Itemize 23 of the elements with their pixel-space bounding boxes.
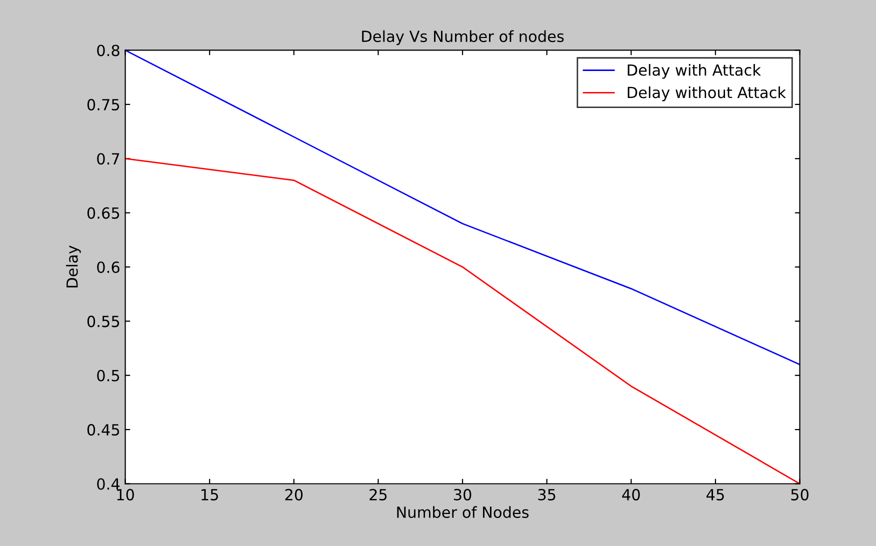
y-tick-label: 0.7 bbox=[97, 153, 120, 165]
x-tick-label: 45 bbox=[706, 489, 724, 500]
y-tick-label: 0.65 bbox=[87, 207, 120, 219]
legend-label: Delay without Attack bbox=[628, 86, 786, 102]
y-tick-label: 0.8 bbox=[97, 44, 120, 56]
x-axis-title: Number of Nodes bbox=[397, 506, 529, 518]
y-tick-label: 0.55 bbox=[87, 316, 120, 328]
x-tick-label: 35 bbox=[538, 488, 556, 500]
y-tick-label: 0.4 bbox=[97, 478, 120, 490]
x-tick-label: 10 bbox=[117, 488, 134, 500]
y-tick-label: 0.6 bbox=[97, 261, 120, 274]
chart-title: Delay Vs Number of nodes bbox=[362, 30, 564, 46]
x-tick-label: 20 bbox=[285, 488, 303, 500]
x-tick-label: 40 bbox=[622, 488, 640, 500]
y-tick-label: 0.5 bbox=[97, 370, 120, 382]
x-tick-label: 50 bbox=[791, 488, 808, 500]
y-tick-label: 0.45 bbox=[87, 424, 120, 436]
legend-label: Delay with Attack bbox=[628, 64, 761, 79]
x-tick-label: 15 bbox=[202, 489, 218, 500]
x-tick-label: 25 bbox=[370, 488, 387, 500]
x-tick-label: 30 bbox=[454, 488, 472, 500]
y-axis-title: Delay bbox=[66, 246, 81, 288]
y-tick-label: 0.75 bbox=[87, 98, 120, 110]
